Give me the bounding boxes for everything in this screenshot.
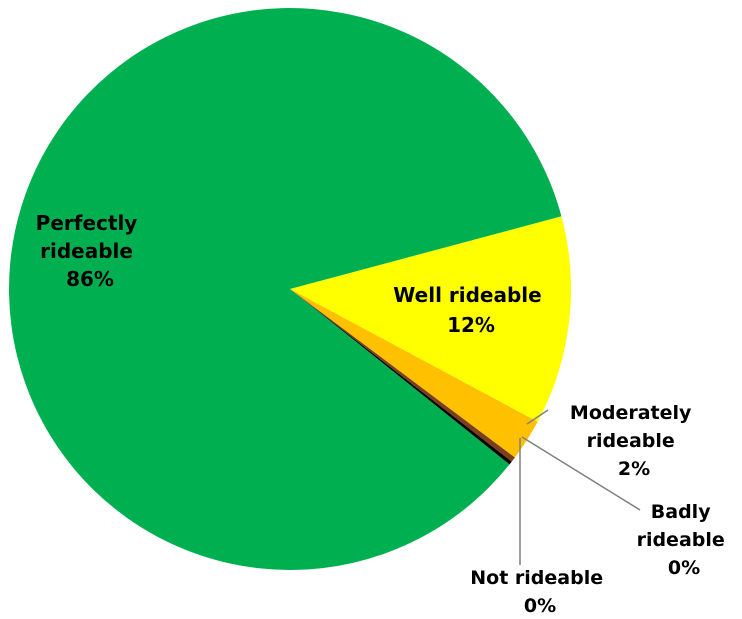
label-moderately-line1: Moderately: [570, 402, 692, 424]
pie-slice-well-rideable: [290, 216, 572, 422]
label-perfectly-value: 86%: [66, 267, 114, 291]
leader-line-moderately: [526, 409, 549, 425]
label-moderately-value: 2%: [618, 458, 650, 480]
label-badly-value: 0%: [668, 557, 700, 579]
label-perfectly-line2: rideable: [40, 239, 133, 263]
leader-line-badly: [521, 436, 641, 511]
pie-slice-perfectly-rideable: [9, 7, 562, 570]
label-badly-line1: Badly: [651, 501, 711, 523]
label-perfectly-rideable: Perfectly rideable 86%: [36, 211, 145, 291]
label-perfectly-line1: Perfectly: [36, 211, 138, 235]
pie-slices: [9, 7, 572, 570]
pie-slice-moderately-rideable: [290, 289, 538, 458]
label-well-line1: Well rideable: [393, 283, 541, 307]
label-not-rideable: Not rideable 0%: [470, 567, 609, 617]
label-badly-line2: rideable: [637, 529, 725, 551]
pie-slice-not-rideable: [290, 289, 512, 465]
label-not-line1: Not rideable: [470, 567, 603, 589]
label-well-value: 12%: [447, 313, 495, 337]
label-not-value: 0%: [524, 595, 556, 617]
label-badly-rideable: Badly rideable 0%: [637, 501, 732, 579]
pie-slice-badly-rideable: [290, 289, 515, 462]
label-moderately-line2: rideable: [587, 430, 675, 452]
label-moderately-rideable: Moderately rideable 2%: [570, 402, 698, 480]
label-well-rideable: Well rideable 12%: [393, 283, 548, 337]
